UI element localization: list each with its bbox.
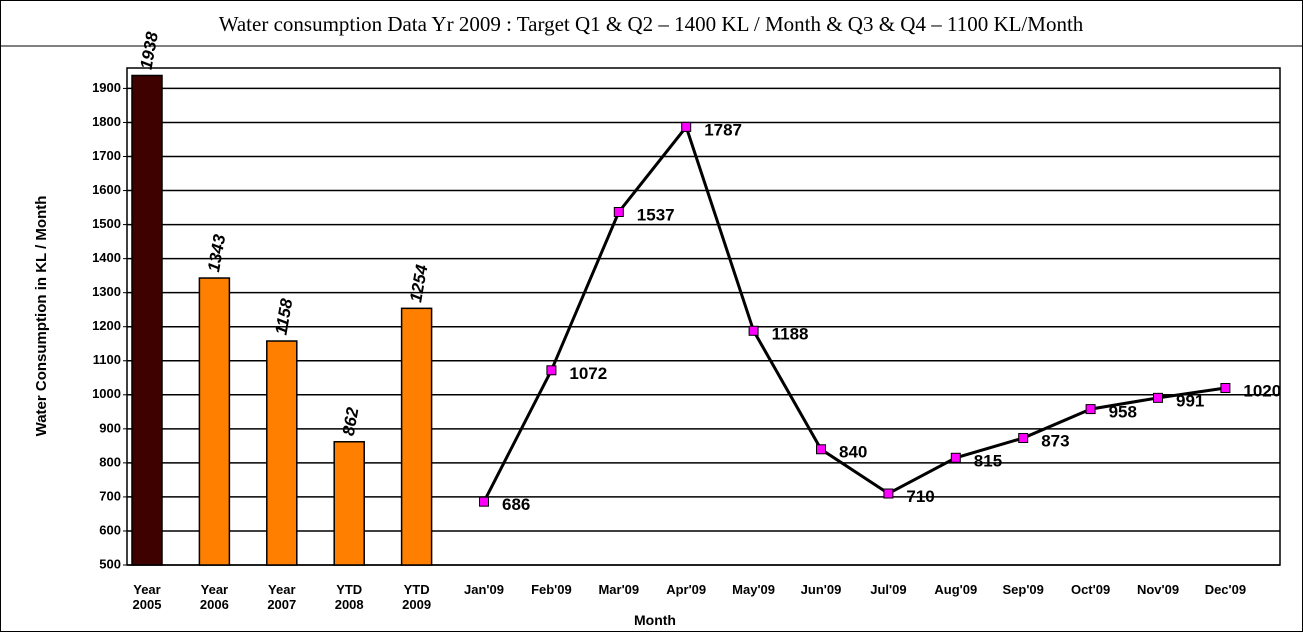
- bar-value-label: 1254: [406, 263, 431, 304]
- point-value-label: 686: [502, 495, 530, 514]
- marker: [479, 496, 489, 507]
- x-tick-label: Sep'09: [1002, 582, 1044, 597]
- marker: [1085, 404, 1096, 415]
- line: [482, 123, 1226, 503]
- y-tick-label: 500: [99, 556, 121, 571]
- x-tick-label: Apr'09: [666, 582, 707, 597]
- y-tick-label: 1200: [92, 318, 121, 333]
- marker: [950, 452, 961, 463]
- y-tick-label: 1400: [92, 250, 121, 265]
- bar-value-label: 1938: [137, 30, 162, 71]
- x-axis-label: Month: [634, 612, 676, 628]
- y-tick-label: 800: [99, 454, 121, 469]
- marker: [546, 365, 557, 376]
- bar: [266, 340, 298, 566]
- point-value-label: 991: [1176, 391, 1204, 410]
- x-tick-label: YTD 2008: [334, 582, 364, 612]
- x-tick-label: Oct'09: [1070, 582, 1111, 597]
- y-tick-label: 900: [99, 420, 121, 435]
- marker: [1018, 433, 1029, 444]
- x-tick-label: Nov'09: [1136, 582, 1180, 597]
- bar-value-label: 1343: [204, 232, 229, 273]
- y-tick-label: 1900: [92, 80, 121, 95]
- point-value-label: 1188: [772, 324, 809, 343]
- y-tick-label: 1800: [92, 114, 121, 129]
- point-value-label: 815: [974, 451, 1002, 470]
- marker: [883, 488, 894, 499]
- x-tick-label: Dec'09: [1204, 582, 1247, 597]
- plot-area: [126, 67, 1281, 566]
- x-tick-label: Jul'09: [870, 582, 907, 597]
- y-tick-label: 1100: [93, 352, 121, 367]
- y-tick-label: 1500: [92, 216, 121, 231]
- x-tick-label: Aug'09: [934, 582, 978, 597]
- point-value-label: 710: [906, 487, 934, 506]
- bar: [198, 277, 231, 566]
- point-value-label: 873: [1041, 432, 1069, 451]
- x-tick-label: Jan'09: [464, 582, 504, 597]
- bar: [333, 441, 365, 566]
- marker: [1220, 382, 1231, 393]
- y-tick-label: 1300: [92, 284, 121, 299]
- x-tick-label: Feb'09: [531, 582, 572, 597]
- point-value-label: 840: [839, 443, 867, 462]
- point-value-label: 1787: [704, 120, 742, 139]
- x-tick-label: Mar'09: [598, 582, 640, 597]
- x-tick-label: Year 2006: [199, 582, 229, 612]
- y-tick-label: 600: [99, 522, 121, 537]
- bar: [400, 307, 433, 566]
- point-value-label: 1020: [1243, 381, 1281, 400]
- marker: [1153, 392, 1163, 403]
- y-axis-label: Water Consumption in KL / Month: [33, 196, 50, 437]
- point-value-label: 1072: [569, 364, 607, 383]
- bar-value-label: 1158: [271, 297, 296, 337]
- marker: [613, 206, 624, 217]
- x-tick-label: Year 2007: [267, 582, 297, 612]
- bar: [131, 74, 163, 566]
- x-tick-label: YTD 2009: [402, 582, 432, 612]
- marker: [681, 121, 692, 132]
- y-tick-label: 1600: [92, 182, 121, 197]
- x-tick-label: May'09: [732, 582, 776, 597]
- x-tick-label: Year 2005: [132, 582, 162, 612]
- x-tick-label: Jun'09: [800, 582, 842, 597]
- marker: [816, 444, 826, 455]
- chart-title: Water consumption Data Yr 2009 : Target …: [219, 12, 1084, 36]
- y-tick-label: 1000: [92, 386, 121, 401]
- marker: [748, 325, 759, 336]
- point-value-label: 1537: [637, 205, 675, 224]
- point-value-label: 958: [1109, 403, 1137, 422]
- y-tick-label: 1700: [92, 148, 121, 163]
- y-tick-label: 700: [99, 488, 121, 503]
- bar-value-label: 862: [339, 405, 363, 437]
